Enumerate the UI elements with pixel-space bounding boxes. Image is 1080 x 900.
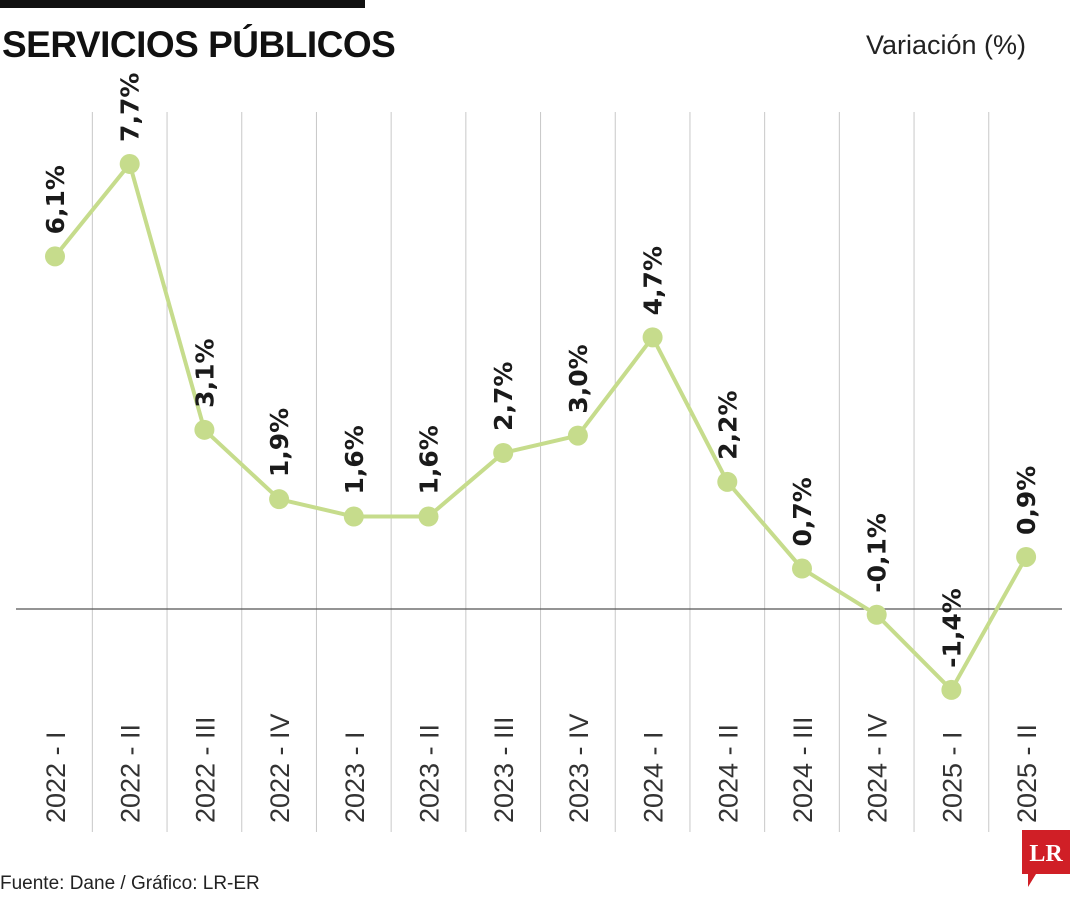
data-point [194,419,215,440]
category-label: 2023 - IV [564,713,594,823]
data-label: 1,6% [340,425,369,494]
data-point [792,558,812,579]
data-point [493,442,514,463]
category-label: 2024 - III [788,716,818,823]
category-label: 2022 - IV [265,713,295,823]
data-point [418,506,439,527]
data-label: 1,6% [415,425,444,494]
data-label: 0,7% [788,477,817,546]
data-point [866,604,887,625]
data-label: -1,4% [937,588,966,668]
chart-title: SERVICIOS PÚBLICOS [2,24,396,65]
data-point [343,506,364,527]
svg-text:LR: LR [1029,841,1063,867]
data-label: 3,0% [564,344,593,413]
category-label: 2022 - I [41,731,71,823]
top-rule [0,0,365,8]
category-label: 2024 - I [639,731,669,823]
data-point [45,246,65,267]
data-label: 0,9% [1012,466,1041,535]
category-label: 2023 - III [489,716,519,823]
data-label: 6,1% [41,165,70,234]
category-label: 2024 - IV [863,713,893,823]
category-label: 2025 - II [1012,724,1042,823]
source-note: Fuente: Dane / Gráfico: LR-ER [0,873,260,894]
data-point [269,489,290,510]
data-label: 1,9% [265,408,294,477]
category-label: 2023 - I [340,731,370,823]
marker-layer [45,153,1037,700]
category-label: 2025 - I [937,731,967,823]
data-label: 2,7% [489,362,518,431]
data-point [717,471,738,492]
data-point [941,679,962,700]
category-label: 2022 - II [116,724,146,823]
data-point [119,153,140,174]
data-label: 3,1% [190,338,219,407]
category-label: 2023 - II [415,724,445,823]
data-point [642,327,663,348]
data-label: -0,1% [863,513,892,593]
category-label-layer: 2022 - I 2022 - II 2022 - III 2022 - IV 2023… [41,713,1042,823]
data-label: 7,7% [116,73,145,142]
category-label: 2024 - II [713,724,743,823]
unit-label: Variación (%) [865,30,1026,60]
data-label: 4,7% [639,246,668,315]
category-label: 2022 - III [190,716,220,823]
data-point [567,425,588,446]
data-point [1016,546,1037,567]
value-label-layer: 6,1% 7,7% 3,1% 1,9% 1,6% 1,6% 2,7% 3,0% 4,7% 2,2%… [41,73,1041,668]
lr-logo: LR [1022,830,1070,887]
grid-layer [91,112,990,832]
data-label: 2,2% [713,390,742,459]
series-line [53,161,1028,692]
